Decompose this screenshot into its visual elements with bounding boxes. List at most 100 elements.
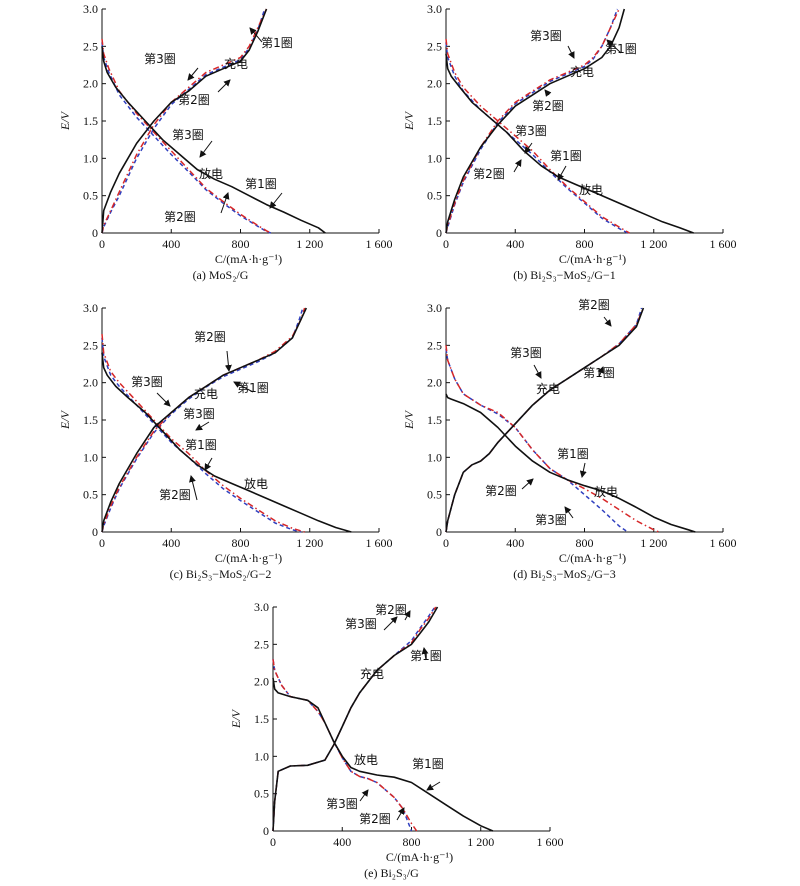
x-tick-label: 400 <box>333 835 351 849</box>
panel-a: 0 400 800 1 200 1 600 0 0.5 1.0 1.5 2.0 2.5 3.0 E/V C… <box>58 2 393 282</box>
annotation-label: 第3圈 <box>183 407 215 421</box>
annotation-arrow <box>426 781 441 791</box>
series-line-charge <box>445 8 619 234</box>
annotation-label: 放电 <box>244 476 268 491</box>
x-tick-label: 1 200 <box>640 536 667 550</box>
y-tick-label: 2.0 <box>427 376 442 390</box>
annotation-label: 放电 <box>354 752 378 767</box>
y-tick-label: 0.5 <box>83 189 98 203</box>
y-tick-label: 0.5 <box>427 189 442 203</box>
annotation-label: 第3圈 <box>172 128 204 142</box>
x-tick-label: 800 <box>576 237 594 251</box>
y-tick-label: 3.0 <box>83 301 98 315</box>
panel-caption: (e) Bi₂S₃/G <box>364 866 419 880</box>
x-tick-label: 1 600 <box>710 536 737 550</box>
x-tick-label: 1 600 <box>537 835 564 849</box>
y-tick-label: 1.5 <box>427 413 442 427</box>
annotation-arrow <box>224 350 232 372</box>
series-line-discharge <box>101 334 305 533</box>
x-tick-label: 400 <box>506 237 524 251</box>
x-tick-label: 800 <box>403 835 421 849</box>
annotation-label: 第2圈 <box>164 210 196 224</box>
y-tick-label: 2.0 <box>83 376 98 390</box>
series-line-charge <box>101 307 306 533</box>
annotation-label: 第2圈 <box>159 488 191 502</box>
x-tick-label: 400 <box>506 536 524 550</box>
annotation-label: 第3圈 <box>530 29 562 43</box>
series-line-discharge <box>101 337 302 533</box>
x-tick-label: 0 <box>99 237 105 251</box>
y-tick-label: 2.0 <box>427 77 442 91</box>
annotation-arrow <box>564 506 574 519</box>
annotation-label: 第2圈 <box>578 298 610 312</box>
annotation-arrow <box>421 647 429 661</box>
x-tick-label: 800 <box>232 237 250 251</box>
x-tick-label: 0 <box>270 835 276 849</box>
y-tick-label: 1.0 <box>427 450 442 464</box>
x-axis-label: C/(mA·h·g⁻¹) <box>215 252 282 266</box>
annotation-arrow <box>521 478 534 490</box>
annotation-arrow <box>513 159 522 173</box>
panel-e: 0 400 800 1 200 1 600 0 0.5 1.0 1.5 2.0 2.5 3.0 E/V C… <box>229 600 564 880</box>
annotation-label: 第1圈 <box>245 177 277 191</box>
annotation-arrow <box>269 192 283 209</box>
annotation-label: 充电 <box>570 64 594 79</box>
y-tick-label: 1.0 <box>83 450 98 464</box>
annotation-arrow <box>544 89 552 97</box>
x-tick-label: 1 600 <box>710 237 737 251</box>
series-line-discharge <box>101 46 326 234</box>
series-line-charge <box>101 8 268 234</box>
annotation-label: 放电 <box>594 484 618 499</box>
panel-caption: (d) Bi₂S₃−MoS₂/G−3 <box>513 567 615 581</box>
x-tick-label: 0 <box>99 536 105 550</box>
annotation-arrow <box>603 316 612 327</box>
annotation-label: 第3圈 <box>510 346 542 360</box>
annotation-label: 第1圈 <box>412 757 444 771</box>
annotation-arrow <box>204 457 213 471</box>
y-tick-label: 0 <box>92 226 98 240</box>
y-tick-label: 0 <box>92 525 98 539</box>
annotation-arrow <box>156 392 171 407</box>
annotation-arrow <box>567 45 575 59</box>
annotation-arrow <box>220 192 230 214</box>
series-line-discharge <box>101 42 272 234</box>
panel-c: 0 400 800 1 200 1 600 0 0.5 1.0 1.5 2.0 2.5 3.0 E/V C… <box>58 301 393 581</box>
panel-caption: (b) Bi₂S₃−MoS₂/G−1 <box>513 268 615 282</box>
y-tick-label: 3.0 <box>427 301 442 315</box>
annotation-label: 第1圈 <box>583 366 615 380</box>
series-line-charge <box>101 8 266 234</box>
y-axis-label: E/V <box>402 110 416 131</box>
x-axis-label: C/(mA·h·g⁻¹) <box>559 551 626 565</box>
annotation-label: 第3圈 <box>131 375 163 389</box>
annotation-label: 第2圈 <box>473 167 505 181</box>
annotation-arrow <box>187 67 199 81</box>
x-tick-label: 0 <box>443 536 449 550</box>
series-line-charge <box>445 307 645 533</box>
y-tick-label: 0 <box>436 226 442 240</box>
annotation-label: 第3圈 <box>144 52 176 66</box>
y-tick-label: 1.5 <box>427 114 442 128</box>
panel-caption: (a) MoS₂/G <box>193 268 249 282</box>
annotation-label: 第2圈 <box>178 93 210 107</box>
y-tick-label: 2.5 <box>427 39 442 53</box>
series-line-discharge <box>272 677 494 832</box>
series-line-discharge <box>445 348 629 533</box>
annotation-arrow <box>189 475 198 501</box>
series-line-charge <box>445 8 626 234</box>
annotation-label: 第3圈 <box>326 797 358 811</box>
y-tick-label: 1.5 <box>254 712 269 726</box>
y-tick-label: 2.0 <box>83 77 98 91</box>
x-tick-label: 1 600 <box>366 237 393 251</box>
annotation-label: 充电 <box>224 56 248 71</box>
annotation-arrow <box>396 807 405 821</box>
annotation-arrow <box>597 366 605 378</box>
y-tick-label: 1.5 <box>83 114 98 128</box>
annotation-arrow <box>217 79 231 93</box>
y-tick-label: 1.0 <box>83 151 98 165</box>
annotation-arrow <box>557 165 567 181</box>
x-tick-label: 1 200 <box>640 237 667 251</box>
annotation-arrow <box>524 142 533 154</box>
annotation-label: 第3圈 <box>345 617 377 631</box>
annotation-label: 第2圈 <box>359 812 391 826</box>
